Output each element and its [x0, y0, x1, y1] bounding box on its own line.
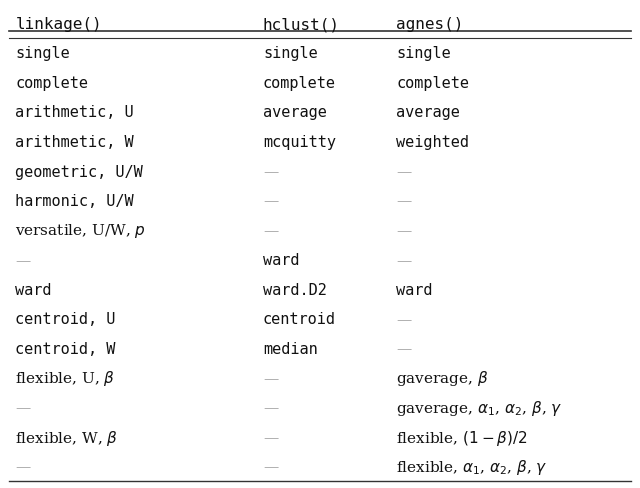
Text: —: —: [263, 194, 278, 208]
Text: centroid, W: centroid, W: [15, 341, 116, 356]
Text: arithmetic, W: arithmetic, W: [15, 135, 134, 150]
Text: flexible, U, $\beta$: flexible, U, $\beta$: [15, 368, 116, 387]
Text: weighted: weighted: [396, 135, 469, 150]
Text: flexible, $(1-\beta)/2$: flexible, $(1-\beta)/2$: [396, 427, 527, 447]
Text: —: —: [263, 430, 278, 444]
Text: gaverage, $\alpha_1$, $\alpha_2$, $\beta$, $\gamma$: gaverage, $\alpha_1$, $\alpha_2$, $\beta…: [396, 398, 563, 417]
Text: gaverage, $\beta$: gaverage, $\beta$: [396, 368, 489, 387]
Text: —: —: [396, 164, 412, 179]
Text: complete: complete: [263, 76, 336, 91]
Text: —: —: [263, 401, 278, 415]
Text: —: —: [396, 194, 412, 208]
Text: centroid: centroid: [263, 312, 336, 326]
Text: versatile, U/W, $p$: versatile, U/W, $p$: [15, 222, 147, 240]
Text: flexible, $\alpha_1$, $\alpha_2$, $\beta$, $\gamma$: flexible, $\alpha_1$, $\alpha_2$, $\beta…: [396, 457, 548, 476]
Text: median: median: [263, 341, 317, 356]
Text: single: single: [396, 46, 451, 61]
Text: flexible, W, $\beta$: flexible, W, $\beta$: [15, 427, 118, 447]
Text: average: average: [396, 105, 460, 120]
Text: linkage(): linkage(): [15, 17, 102, 32]
Text: hclust(): hclust(): [263, 17, 340, 32]
Text: centroid, U: centroid, U: [15, 312, 116, 326]
Text: harmonic, U/W: harmonic, U/W: [15, 194, 134, 209]
Text: —: —: [15, 253, 31, 267]
Text: single: single: [15, 46, 70, 61]
Text: —: —: [396, 224, 412, 238]
Text: ward: ward: [15, 282, 52, 297]
Text: —: —: [263, 371, 278, 385]
Text: ward.D2: ward.D2: [263, 282, 327, 297]
Text: —: —: [263, 224, 278, 238]
Text: —: —: [396, 342, 412, 356]
Text: —: —: [15, 460, 31, 474]
Text: average: average: [263, 105, 327, 120]
Text: mcquitty: mcquitty: [263, 135, 336, 150]
Text: —: —: [396, 312, 412, 326]
Text: —: —: [263, 164, 278, 179]
Text: complete: complete: [15, 76, 88, 91]
Text: single: single: [263, 46, 317, 61]
Text: agnes(): agnes(): [396, 17, 463, 32]
Text: ward: ward: [263, 253, 300, 267]
Text: —: —: [263, 460, 278, 474]
Text: geometric, U/W: geometric, U/W: [15, 164, 143, 179]
Text: —: —: [15, 401, 31, 415]
Text: —: —: [396, 253, 412, 267]
Text: arithmetic, U: arithmetic, U: [15, 105, 134, 120]
Text: complete: complete: [396, 76, 469, 91]
Text: ward: ward: [396, 282, 433, 297]
